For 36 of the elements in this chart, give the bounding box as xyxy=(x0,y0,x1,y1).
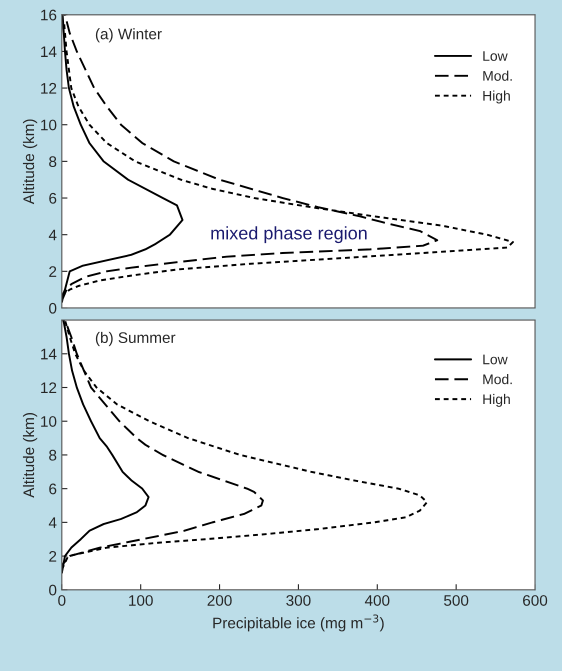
y-tick-label: 12 xyxy=(41,82,56,94)
y-tick-label: 4 xyxy=(48,230,57,240)
legend-label: High xyxy=(483,394,510,407)
x-tick-label: 600 xyxy=(523,595,548,606)
y-tick-label: 14 xyxy=(41,46,57,57)
y-tick-label: 12 xyxy=(41,382,56,394)
text: (b) Summer xyxy=(96,332,176,346)
legend-label: Low xyxy=(483,51,508,61)
y-tick-label: 10 xyxy=(41,120,56,130)
text: (a) Winter xyxy=(96,28,162,42)
x-tick-label: 0 xyxy=(58,595,66,606)
legend-label: High xyxy=(483,90,510,104)
x-tick-label: 400 xyxy=(364,595,390,606)
x-tick-label: 500 xyxy=(444,595,468,606)
y-tick-label: 4 xyxy=(48,517,57,528)
x-tick-label: 100 xyxy=(129,595,153,606)
y-axis-title: Altitude (km) xyxy=(22,119,38,204)
x-axis-title: Precipitable ice (mg m$^{−3}$) xyxy=(213,614,384,632)
y-tick-label: 8 xyxy=(49,450,56,461)
annotation: mixed phase region xyxy=(211,226,367,244)
y-tick-label: 2 xyxy=(49,550,56,562)
y-axis-title: Altitude (km) xyxy=(22,413,38,498)
y-tick-label: 0 xyxy=(49,302,56,314)
x-tick-label: 200 xyxy=(208,595,232,606)
y-tick-label: 16 xyxy=(41,10,56,20)
legend-label: Mod. xyxy=(483,374,512,384)
y-tick-label: 10 xyxy=(41,416,56,427)
y-tick-label: 2 xyxy=(49,266,56,277)
legend-label: Mod. xyxy=(483,70,512,81)
y-tick-label: 0 xyxy=(49,584,56,596)
y-tick-label: 14 xyxy=(41,348,57,360)
y-tick-label: 6 xyxy=(49,192,56,204)
y-tick-label: 8 xyxy=(49,156,56,168)
y-tick-label: 6 xyxy=(49,484,56,494)
x-tick-label: 300 xyxy=(286,595,311,606)
legend-label: Low xyxy=(483,354,508,364)
